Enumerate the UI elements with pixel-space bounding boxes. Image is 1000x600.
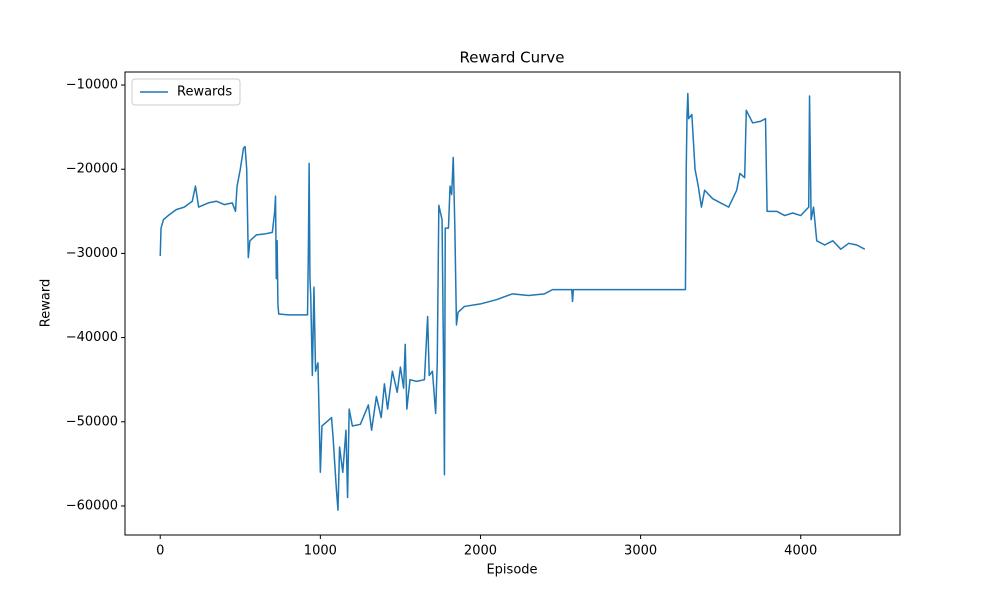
x-tick-label: 0 [156, 544, 164, 559]
legend-box [131, 78, 241, 106]
x-tick-label: 3000 [624, 544, 657, 559]
x-axis-label: Episode [486, 563, 537, 578]
y-tick-label: −20000 [66, 162, 118, 177]
chart-title: Reward Curve [460, 49, 565, 67]
x-tick-label: 4000 [784, 544, 817, 559]
y-tick-label: −30000 [66, 246, 118, 261]
line-series [159, 92, 866, 511]
y-tick-label: −40000 [66, 330, 118, 345]
plot-frame [124, 71, 901, 536]
x-tick-label: 1000 [304, 544, 337, 559]
y-tick-label: −10000 [66, 78, 118, 93]
y-tick-label: −60000 [66, 498, 118, 513]
legend-label: Rewards [177, 85, 232, 100]
y-tick-label: −50000 [66, 414, 118, 429]
y-axis-label: Reward [39, 279, 54, 327]
x-tick-label: 2000 [464, 544, 497, 559]
